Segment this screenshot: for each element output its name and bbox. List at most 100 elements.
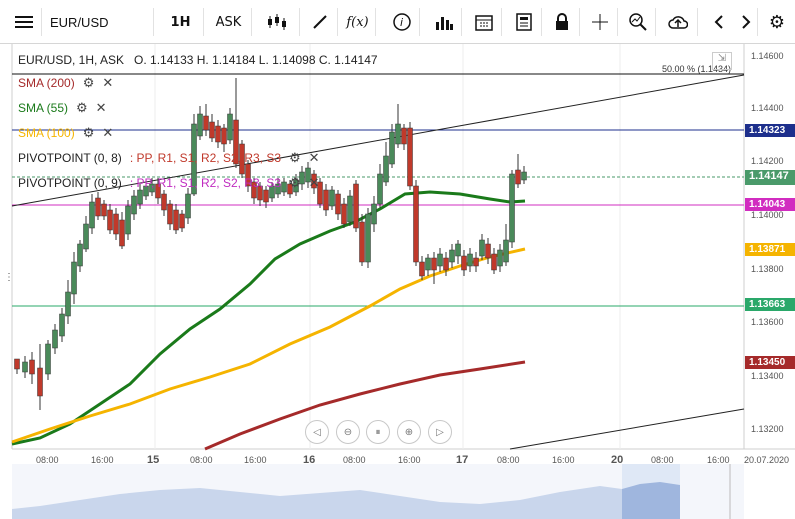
candle-body [239, 143, 245, 175]
candle-body [203, 115, 209, 131]
bars-icon [435, 17, 453, 30]
chart-area[interactable]: EUR/USD, 1H, ASK O. 1.14133 H. 1.14184 L… [0, 44, 795, 519]
candle-body [227, 113, 233, 141]
candle-body [245, 163, 251, 187]
candle-body [251, 181, 257, 199]
candle-body [455, 243, 461, 257]
collapse-icon[interactable]: ⇲ [712, 52, 732, 70]
zoom-out-icon[interactable]: ⊖ [336, 420, 360, 444]
crosshair-icon [591, 14, 608, 30]
legend-pivot-8[interactable]: PIVOTPOINT (0, 8) : PP, R1, S1, R2, S2, … [18, 150, 320, 166]
scroll-left-icon[interactable]: ◁ [305, 420, 329, 444]
legend-sma55-label: SMA (55) [18, 101, 69, 115]
scroll-right-icon[interactable]: ▷ [428, 420, 452, 444]
close-icon[interactable]: ✕ [102, 75, 114, 90]
time-axis-label: 17 [456, 454, 469, 466]
candle-body [317, 181, 323, 205]
time-axis-label: 08:00 [343, 455, 366, 465]
candle-body [167, 203, 173, 225]
menu-icon [14, 16, 33, 28]
price-tag-current: 1.14147 [745, 170, 795, 185]
menu-button[interactable] [6, 8, 42, 36]
legend-pivot-9[interactable]: PIVOTPOINT (0, 9) : PP, R1, S1, R2, S2, … [18, 175, 320, 191]
lock-icon [555, 13, 568, 30]
close-icon[interactable]: ✕ [102, 125, 114, 140]
candle-body [395, 123, 401, 145]
price-chart[interactable] [0, 44, 795, 519]
candle-body [287, 183, 293, 195]
price-tag-pivot: 1.14323 [745, 124, 795, 137]
draw-icon [312, 15, 327, 29]
candle-body [431, 257, 437, 271]
candle-body [95, 197, 101, 217]
calendar-button[interactable] [466, 8, 502, 36]
candle-body [125, 205, 131, 235]
candle-body [341, 203, 347, 225]
legend-pivot-8-series: : PP, R1, S1, R2, S2, R3, S3 [129, 151, 282, 165]
volume-button[interactable] [426, 8, 462, 36]
price-axis-label: 1.14400 [751, 103, 784, 113]
price-type-button[interactable]: ASK [206, 8, 252, 36]
time-axis-label: 08:00 [36, 455, 59, 465]
gear-icon[interactable]: ⚙ [76, 100, 88, 115]
candle-body [89, 201, 95, 229]
gear-icon[interactable]: ⚙ [289, 150, 301, 165]
candle-body [185, 193, 191, 219]
time-axis-label: 08:00 [497, 455, 520, 465]
gear-icon[interactable]: ⚙ [289, 175, 301, 190]
zoom-button[interactable] [620, 8, 656, 36]
candle-body [137, 189, 143, 205]
candle-body [353, 183, 359, 229]
candle-body [113, 213, 119, 235]
candle-body [515, 169, 521, 185]
close-icon[interactable]: ✕ [308, 150, 320, 165]
upload-button[interactable] [658, 8, 698, 36]
candle-body [389, 131, 395, 165]
symbol-selector[interactable]: EUR/USD [44, 8, 154, 36]
drag-handle-icon[interactable]: ⋮ [4, 272, 14, 283]
candle-body [131, 195, 137, 215]
crosshair-button[interactable] [582, 8, 618, 36]
candle-body [155, 183, 161, 199]
settings-button[interactable]: ⚙ [762, 8, 792, 36]
close-icon[interactable]: ✕ [308, 175, 320, 190]
price-axis-label: 1.13600 [751, 317, 784, 327]
candle-body [119, 219, 125, 247]
candle-body [449, 249, 455, 263]
candle-body [173, 209, 179, 231]
candle-body [461, 255, 467, 271]
time-axis-label: 16 [303, 454, 316, 466]
candle-body [45, 343, 51, 375]
legend-sma55[interactable]: SMA (55) ⚙ ✕ [18, 100, 107, 116]
zoom-in-icon[interactable]: ⊕ [397, 420, 421, 444]
upload-icon [667, 16, 688, 29]
prev-button[interactable] [704, 8, 734, 36]
indicators-button[interactable]: f(x) [340, 8, 376, 36]
legend-pivot-9-label: PIVOTPOINT (0, 9) [18, 176, 122, 190]
chart-type-button[interactable] [254, 8, 300, 36]
candle-body [311, 173, 317, 189]
candle-body [425, 257, 431, 271]
next-button[interactable] [734, 8, 758, 36]
candle-body [299, 171, 305, 185]
time-axis-label: 16:00 [398, 455, 421, 465]
candle-body [29, 359, 35, 375]
gear-icon[interactable]: ⚙ [82, 75, 95, 90]
interval-button[interactable]: 1H [158, 8, 204, 36]
lock-button[interactable] [544, 8, 580, 36]
close-icon[interactable]: ✕ [95, 100, 107, 115]
price-tag-sma100: 1.13871 [745, 243, 795, 256]
info-button[interactable]: i [384, 8, 420, 36]
notes-button[interactable] [506, 8, 542, 36]
reset-icon[interactable]: ⏸ [366, 420, 390, 444]
candle-body [347, 195, 353, 223]
legend-sma100[interactable]: SMA (100) ⚙ ✕ [18, 125, 113, 141]
candle-body [491, 253, 497, 271]
candle-body [377, 173, 383, 205]
prev-icon [714, 15, 723, 29]
navigator-area [12, 486, 622, 519]
interval-label: 1H [170, 14, 191, 30]
gear-icon[interactable]: ⚙ [82, 125, 95, 140]
legend-sma200[interactable]: SMA (200) ⚙ ✕ [18, 75, 113, 91]
draw-button[interactable] [302, 8, 338, 36]
